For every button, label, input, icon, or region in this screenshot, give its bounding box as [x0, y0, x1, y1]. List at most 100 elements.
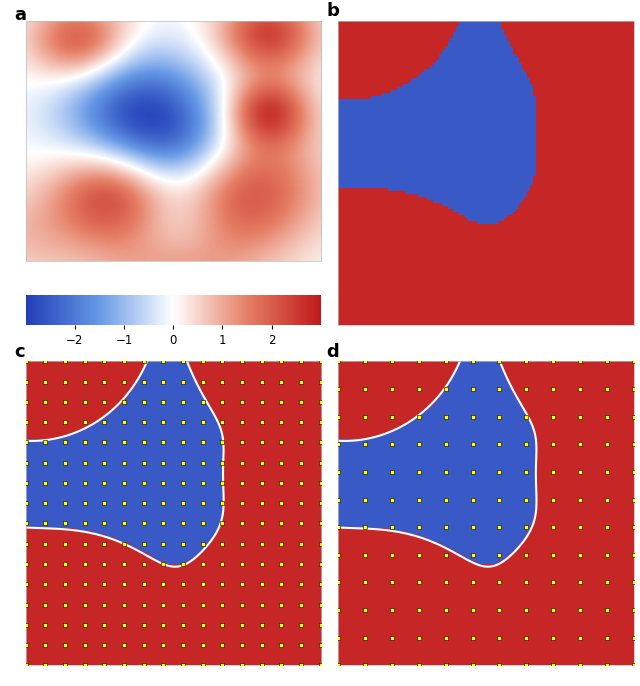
Point — [276, 639, 287, 650]
Point — [99, 639, 109, 650]
Point — [60, 457, 70, 468]
Point — [178, 437, 188, 448]
Point — [316, 619, 326, 630]
Point — [296, 619, 306, 630]
Point — [178, 599, 188, 610]
Point — [198, 660, 208, 671]
Point — [79, 356, 90, 367]
Point — [158, 437, 168, 448]
Point — [276, 457, 287, 468]
Point — [79, 397, 90, 407]
Point — [387, 383, 397, 394]
Point — [217, 376, 227, 387]
Point — [548, 632, 558, 643]
Point — [198, 397, 208, 407]
Point — [276, 579, 287, 590]
Point — [276, 518, 287, 529]
Point — [628, 549, 639, 560]
Point — [119, 579, 129, 590]
Point — [441, 466, 451, 477]
Point — [548, 660, 558, 671]
Point — [494, 549, 504, 560]
Point — [521, 494, 531, 505]
Point — [414, 383, 424, 394]
Point — [99, 457, 109, 468]
Point — [158, 416, 168, 427]
Point — [316, 639, 326, 650]
Point — [494, 494, 504, 505]
Point — [20, 539, 31, 549]
Point — [158, 477, 168, 488]
Text: a: a — [14, 6, 26, 24]
Point — [296, 579, 306, 590]
Point — [99, 498, 109, 509]
Point — [387, 439, 397, 450]
Point — [467, 632, 477, 643]
Point — [119, 498, 129, 509]
Point — [198, 437, 208, 448]
Point — [158, 376, 168, 387]
Point — [99, 539, 109, 549]
Point — [575, 383, 585, 394]
Point — [158, 579, 168, 590]
Point — [521, 660, 531, 671]
Point — [178, 518, 188, 529]
Point — [257, 477, 267, 488]
Point — [360, 383, 371, 394]
Point — [237, 457, 247, 468]
Point — [119, 639, 129, 650]
Point — [217, 477, 227, 488]
Point — [40, 619, 51, 630]
Point — [79, 416, 90, 427]
Point — [316, 376, 326, 387]
Point — [575, 577, 585, 588]
Point — [99, 599, 109, 610]
Point — [333, 383, 344, 394]
Point — [20, 660, 31, 671]
Point — [178, 416, 188, 427]
Point — [494, 521, 504, 532]
Point — [333, 521, 344, 532]
Point — [119, 397, 129, 407]
Point — [494, 466, 504, 477]
Point — [178, 579, 188, 590]
Point — [296, 539, 306, 549]
Point — [138, 639, 148, 650]
Point — [316, 599, 326, 610]
Point — [316, 416, 326, 427]
Point — [414, 521, 424, 532]
Point — [316, 558, 326, 569]
Point — [276, 498, 287, 509]
Point — [237, 416, 247, 427]
Point — [40, 599, 51, 610]
Point — [602, 521, 612, 532]
Point — [158, 619, 168, 630]
Point — [217, 457, 227, 468]
Point — [602, 356, 612, 367]
Point — [548, 549, 558, 560]
Point — [158, 356, 168, 367]
Point — [414, 604, 424, 615]
Point — [276, 599, 287, 610]
Point — [138, 498, 148, 509]
Point — [237, 498, 247, 509]
Point — [441, 632, 451, 643]
Point — [40, 518, 51, 529]
Point — [257, 457, 267, 468]
Point — [79, 376, 90, 387]
Point — [628, 494, 639, 505]
Point — [178, 639, 188, 650]
Point — [296, 518, 306, 529]
Point — [316, 437, 326, 448]
Point — [296, 599, 306, 610]
Point — [387, 549, 397, 560]
Point — [276, 416, 287, 427]
Point — [79, 539, 90, 549]
Point — [296, 437, 306, 448]
Point — [60, 660, 70, 671]
Point — [360, 660, 371, 671]
Point — [548, 439, 558, 450]
Point — [20, 639, 31, 650]
Point — [99, 558, 109, 569]
Point — [360, 632, 371, 643]
